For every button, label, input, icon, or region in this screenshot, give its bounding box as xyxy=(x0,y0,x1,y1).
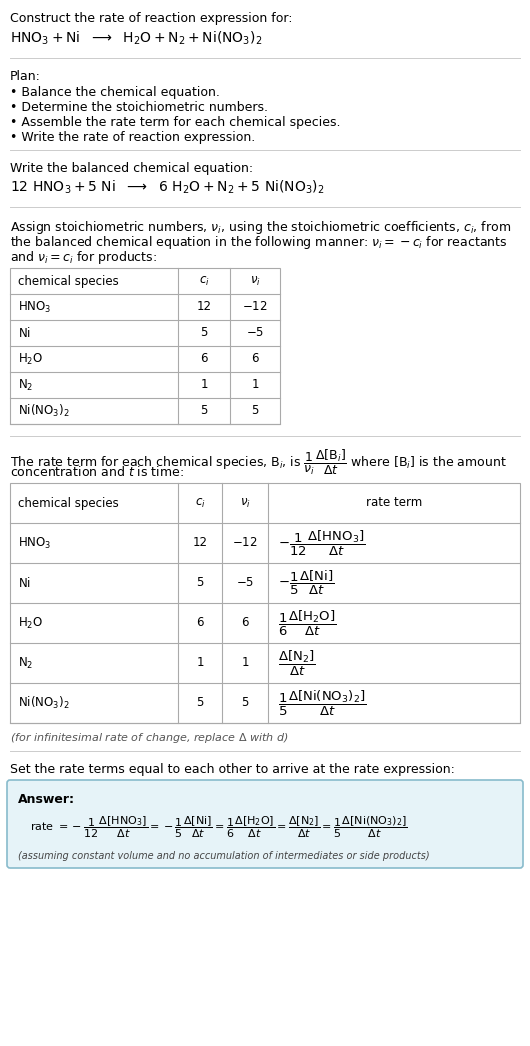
Text: $-12$: $-12$ xyxy=(232,537,258,549)
Text: chemical species: chemical species xyxy=(18,497,119,509)
Text: rate $= -\dfrac{1}{12}\dfrac{\Delta[\mathrm{HNO_3}]}{\Delta t} = -\dfrac{1}{5}\d: rate $= -\dfrac{1}{12}\dfrac{\Delta[\mat… xyxy=(30,815,408,841)
Text: $\mathrm{HNO_3}$: $\mathrm{HNO_3}$ xyxy=(18,299,51,315)
Text: • Write the rate of reaction expression.: • Write the rate of reaction expression. xyxy=(10,131,255,144)
Text: Answer:: Answer: xyxy=(18,793,75,806)
Text: $-5$: $-5$ xyxy=(246,326,264,340)
Text: 5: 5 xyxy=(251,405,259,417)
FancyBboxPatch shape xyxy=(7,780,523,868)
Text: $\dfrac{1}{6}\dfrac{\Delta[\mathrm{H_2O}]}{\Delta t}$: $\dfrac{1}{6}\dfrac{\Delta[\mathrm{H_2O}… xyxy=(278,609,336,638)
Text: (assuming constant volume and no accumulation of intermediates or side products): (assuming constant volume and no accumul… xyxy=(18,851,430,861)
Text: • Balance the chemical equation.: • Balance the chemical equation. xyxy=(10,86,220,99)
Text: concentration and $t$ is time:: concentration and $t$ is time: xyxy=(10,465,184,479)
Bar xyxy=(10,268,280,424)
Text: Set the rate terms equal to each other to arrive at the rate expression:: Set the rate terms equal to each other t… xyxy=(10,763,455,776)
Text: (for infinitesimal rate of change, replace $\Delta$ with $d$): (for infinitesimal rate of change, repla… xyxy=(10,731,289,745)
Text: The rate term for each chemical species, B$_i$, is $\dfrac{1}{\nu_i}\dfrac{\Delt: The rate term for each chemical species,… xyxy=(10,448,507,477)
Text: Assign stoichiometric numbers, $\nu_i$, using the stoichiometric coefficients, $: Assign stoichiometric numbers, $\nu_i$, … xyxy=(10,219,511,236)
Text: 5: 5 xyxy=(196,697,204,709)
Text: • Assemble the rate term for each chemical species.: • Assemble the rate term for each chemic… xyxy=(10,116,340,129)
Text: rate term: rate term xyxy=(366,497,422,509)
Text: 12: 12 xyxy=(192,537,208,549)
Text: 5: 5 xyxy=(200,326,208,340)
Text: Construct the rate of reaction expression for:: Construct the rate of reaction expressio… xyxy=(10,12,293,25)
Text: $\mathrm{N_2}$: $\mathrm{N_2}$ xyxy=(18,656,33,670)
Text: • Determine the stoichiometric numbers.: • Determine the stoichiometric numbers. xyxy=(10,101,268,114)
Text: $-5$: $-5$ xyxy=(236,576,254,590)
Text: and $\nu_i = c_i$ for products:: and $\nu_i = c_i$ for products: xyxy=(10,249,157,266)
Text: $\mathrm{H_2O}$: $\mathrm{H_2O}$ xyxy=(18,615,43,631)
Text: $\mathrm{Ni}$: $\mathrm{Ni}$ xyxy=(18,576,31,590)
Text: $\dfrac{\Delta[\mathrm{N_2}]}{\Delta t}$: $\dfrac{\Delta[\mathrm{N_2}]}{\Delta t}$ xyxy=(278,649,316,678)
Text: 5: 5 xyxy=(200,405,208,417)
Text: Write the balanced chemical equation:: Write the balanced chemical equation: xyxy=(10,162,253,175)
Text: Plan:: Plan: xyxy=(10,70,41,83)
Text: $c_i$: $c_i$ xyxy=(195,497,205,509)
Text: $\mathrm{N_2}$: $\mathrm{N_2}$ xyxy=(18,378,33,392)
Text: 1: 1 xyxy=(200,379,208,391)
Text: 5: 5 xyxy=(196,576,204,590)
Text: 6: 6 xyxy=(241,616,249,630)
Text: $\mathrm{Ni(NO_3)_2}$: $\mathrm{Ni(NO_3)_2}$ xyxy=(18,403,69,419)
Text: $-12$: $-12$ xyxy=(242,300,268,314)
Text: $\nu_i$: $\nu_i$ xyxy=(250,274,260,288)
Text: $\mathrm{Ni(NO_3)_2}$: $\mathrm{Ni(NO_3)_2}$ xyxy=(18,695,69,711)
Text: $-\dfrac{1}{12}\dfrac{\Delta[\mathrm{HNO_3}]}{\Delta t}$: $-\dfrac{1}{12}\dfrac{\Delta[\mathrm{HNO… xyxy=(278,528,366,558)
Text: $\mathrm{HNO_3 + Ni}$  $\longrightarrow$  $\mathrm{H_2O + N_2 + Ni(NO_3)_2}$: $\mathrm{HNO_3 + Ni}$ $\longrightarrow$ … xyxy=(10,30,262,47)
Text: $\mathrm{HNO_3}$: $\mathrm{HNO_3}$ xyxy=(18,536,51,550)
Bar xyxy=(10,483,520,723)
Text: $\mathrm{Ni}$: $\mathrm{Ni}$ xyxy=(18,326,31,340)
Text: 5: 5 xyxy=(241,697,249,709)
Text: $\nu_i$: $\nu_i$ xyxy=(240,497,250,509)
Text: chemical species: chemical species xyxy=(18,274,119,288)
Text: 6: 6 xyxy=(200,353,208,365)
Text: $\mathrm{12\ HNO_3 + 5\ Ni}$  $\longrightarrow$  $\mathrm{6\ H_2O + N_2 + 5\ Ni(: $\mathrm{12\ HNO_3 + 5\ Ni}$ $\longright… xyxy=(10,179,324,197)
Text: 6: 6 xyxy=(196,616,204,630)
Text: 1: 1 xyxy=(251,379,259,391)
Text: 12: 12 xyxy=(197,300,211,314)
Text: 6: 6 xyxy=(251,353,259,365)
Text: $\dfrac{1}{5}\dfrac{\Delta[\mathrm{Ni(NO_3)_2}]}{\Delta t}$: $\dfrac{1}{5}\dfrac{\Delta[\mathrm{Ni(NO… xyxy=(278,688,367,718)
Text: $-\dfrac{1}{5}\dfrac{\Delta[\mathrm{Ni}]}{\Delta t}$: $-\dfrac{1}{5}\dfrac{\Delta[\mathrm{Ni}]… xyxy=(278,569,334,597)
Text: $c_i$: $c_i$ xyxy=(199,274,209,288)
Text: 1: 1 xyxy=(196,657,204,669)
Text: $\mathrm{H_2O}$: $\mathrm{H_2O}$ xyxy=(18,351,43,366)
Text: the balanced chemical equation in the following manner: $\nu_i = -c_i$ for react: the balanced chemical equation in the fo… xyxy=(10,234,508,251)
Text: 1: 1 xyxy=(241,657,249,669)
